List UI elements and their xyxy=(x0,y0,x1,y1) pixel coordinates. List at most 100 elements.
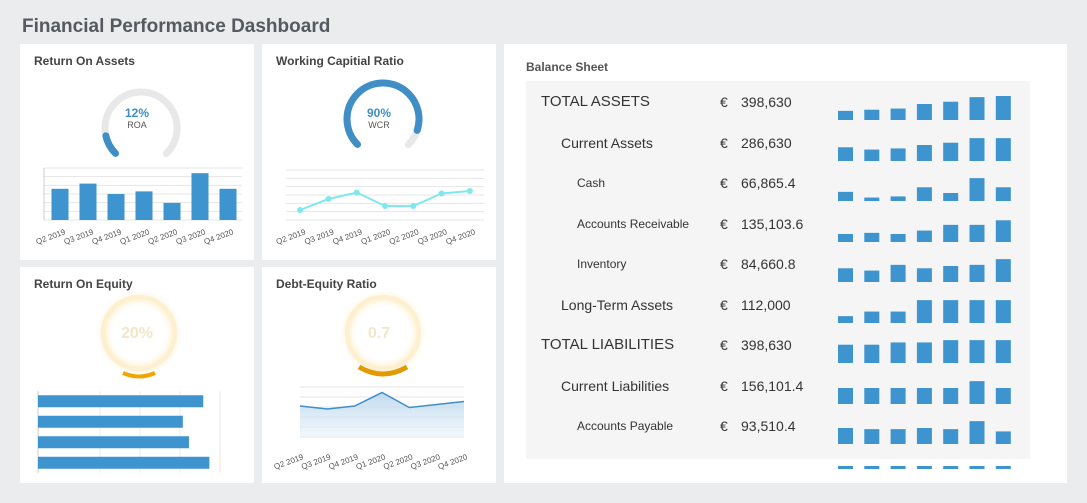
balance-sheet-row-label: TOTAL LIABILITIES xyxy=(541,336,675,353)
roe-bar[interactable] xyxy=(38,456,210,469)
roe-card: Return On Equity 20% xyxy=(20,267,254,483)
sparkline-bar xyxy=(838,233,853,242)
roa-card: Return On Assets 12% ROA Q2 2019 Q3 2019 Q… xyxy=(20,44,254,260)
wcr-point[interactable] xyxy=(353,189,360,196)
wcr-x-tick-label: Q4 2019 xyxy=(331,227,363,246)
der-gauge-value: 0.7 xyxy=(367,325,391,342)
roa-gauge-value: 12% xyxy=(124,106,150,120)
balance-sheet-value: 156,101.4 xyxy=(741,377,804,394)
roe-bar[interactable] xyxy=(38,395,204,408)
der-series-line xyxy=(299,391,465,410)
sparkline-bar xyxy=(916,465,932,469)
sparkline-bar xyxy=(838,315,853,323)
sparkline-bar xyxy=(943,465,959,469)
roa-bar[interactable] xyxy=(79,183,97,220)
balance-sheet-currency: € xyxy=(720,134,728,151)
balance-sheet-row[interactable]: Inventory €84,660.8 xyxy=(526,244,1030,284)
wcr-point[interactable] xyxy=(438,190,445,197)
balance-sheet-currency: € xyxy=(720,175,728,191)
roa-bar[interactable] xyxy=(163,202,181,220)
wcr-gauge-label: WCR xyxy=(368,120,390,130)
balance-sheet-currency: € xyxy=(720,296,728,313)
roa-bar[interactable] xyxy=(191,173,209,220)
balance-sheet-row-label: Inventory xyxy=(577,257,627,271)
balance-sheet-currency: € xyxy=(720,256,728,272)
balance-sheet-row[interactable]: TOTAL ASSETS €398,630 xyxy=(526,82,1030,122)
balance-sheet-row[interactable]: Cash €66,865.4 xyxy=(526,163,1030,203)
sparkline-bar xyxy=(916,187,932,201)
balance-sheet-value: 112,000 xyxy=(741,296,791,313)
balance-sheet-row[interactable]: Long-Term Assets €112,000 xyxy=(526,285,1030,325)
balance-sheet-currency: € xyxy=(720,337,728,353)
wcr-card: Working Capitial Ratio 90% WCR Q2 2019 Q3… xyxy=(262,44,496,260)
sparkline-bar xyxy=(943,429,959,444)
balance-sheet-row[interactable]: Current Assets €286,630 xyxy=(526,123,1030,163)
sparkline-bar xyxy=(969,264,985,282)
sparkline-bar xyxy=(838,110,853,120)
wcr-point[interactable] xyxy=(466,188,473,194)
balance-sheet-row-label: Accounts Payable xyxy=(577,419,674,433)
balance-sheet-currency: € xyxy=(720,377,728,394)
sparkline-bar xyxy=(943,142,959,161)
balance-sheet-row-label: TOTAL ASSETS xyxy=(541,93,650,110)
sparkline-bar xyxy=(969,178,985,201)
roe-bar[interactable] xyxy=(38,415,183,428)
sparkline-bar xyxy=(969,465,985,469)
sparkline-bar xyxy=(838,387,853,404)
balance-sheet-row[interactable]: Current Liabilities €156,101.4 xyxy=(526,366,1030,406)
sparkline-bar xyxy=(943,299,959,323)
sparkline-bar xyxy=(864,232,880,242)
der-gauge xyxy=(339,289,427,377)
roa-bar[interactable] xyxy=(219,188,237,220)
sparkline-bar xyxy=(890,387,906,404)
balance-sheet-currency: € xyxy=(720,418,728,434)
sparkline-bar xyxy=(890,311,906,323)
roa-x-tick-label: Q2 2020 xyxy=(147,227,179,246)
der-area-fill xyxy=(300,392,464,437)
sparkline-bar xyxy=(969,421,985,444)
sparkline-bar xyxy=(969,224,985,242)
sparkline-bar xyxy=(943,340,959,363)
sparkline-bar xyxy=(864,344,880,363)
wcr-point[interactable] xyxy=(325,196,332,202)
balance-sheet-sparkline xyxy=(838,340,1011,363)
sparkline-bar xyxy=(864,109,880,120)
sparkline-bar xyxy=(916,268,932,282)
sparkline-bar xyxy=(864,429,880,444)
wcr-x-tick-label: Q2 2019 xyxy=(275,227,307,246)
roa-bar[interactable] xyxy=(107,194,125,220)
wcr-point[interactable] xyxy=(297,207,304,213)
sparkline-bar xyxy=(995,219,1011,242)
balance-sheet-row-label: Current Liabilities xyxy=(561,377,670,394)
sparkline-bar xyxy=(890,233,906,242)
sparkline-bar xyxy=(864,387,880,404)
balance-sheet-row-label: Accounts Receivable xyxy=(577,216,690,231)
sparkline-bar xyxy=(916,299,932,323)
sparkline-bar xyxy=(890,429,906,444)
der-title: Debt-Equity Ratio xyxy=(276,277,377,291)
sparkline-bar xyxy=(890,196,906,201)
wcr-x-tick-label: Q4 2020 xyxy=(445,227,477,246)
wcr-point[interactable] xyxy=(410,203,417,209)
balance-sheet-row[interactable]: Accounts Receivable €135,103.6 xyxy=(526,204,1030,244)
roa-bar[interactable] xyxy=(135,191,153,220)
balance-sheet-row[interactable] xyxy=(526,447,1030,487)
balance-sheet-value: 93,510.4 xyxy=(741,418,796,434)
balance-sheet-row[interactable]: Accounts Payable €93,510.4 xyxy=(526,406,1030,446)
wcr-point[interactable] xyxy=(382,203,388,209)
balance-sheet-sparkline xyxy=(838,465,1011,469)
sparkline-bar xyxy=(995,340,1011,363)
sparkline-bar xyxy=(916,230,932,242)
roe-bar[interactable] xyxy=(38,436,189,449)
roa-bar[interactable] xyxy=(51,188,69,220)
balance-sheet-row[interactable]: TOTAL LIABILITIES €398,630 xyxy=(526,325,1030,365)
sparkline-bar xyxy=(995,96,1011,120)
wcr-title: Working Capitial Ratio xyxy=(276,54,404,68)
balance-sheet-currency: € xyxy=(720,94,728,110)
sparkline-bar xyxy=(838,146,853,161)
wcr-gauge-value: 90% xyxy=(366,106,392,120)
balance-sheet-row-label: Current Assets xyxy=(561,134,653,151)
sparkline-bar xyxy=(943,193,959,201)
